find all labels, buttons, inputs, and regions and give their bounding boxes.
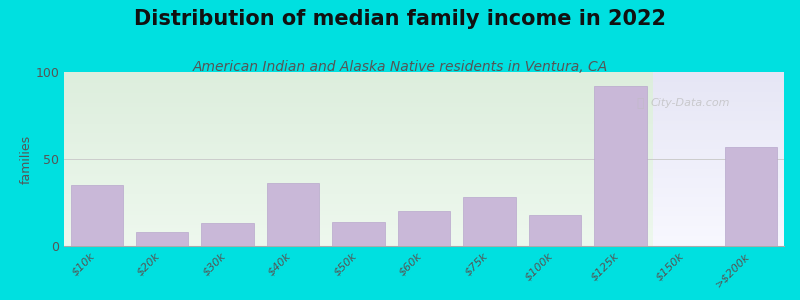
Text: Distribution of median family income in 2022: Distribution of median family income in … (134, 9, 666, 29)
Text: American Indian and Alaska Native residents in Ventura, CA: American Indian and Alaska Native reside… (192, 60, 608, 74)
Y-axis label: families: families (19, 134, 33, 184)
Bar (594, 86, 646, 246)
Bar (70, 185, 123, 246)
Bar (529, 215, 581, 246)
Bar (725, 147, 778, 246)
Bar (267, 183, 319, 246)
Bar (136, 232, 188, 246)
Bar (332, 222, 385, 246)
Bar (463, 197, 516, 246)
Bar (202, 224, 254, 246)
Bar (398, 211, 450, 246)
Text: 🌐: 🌐 (636, 97, 644, 110)
Text: City-Data.com: City-Data.com (650, 98, 730, 108)
